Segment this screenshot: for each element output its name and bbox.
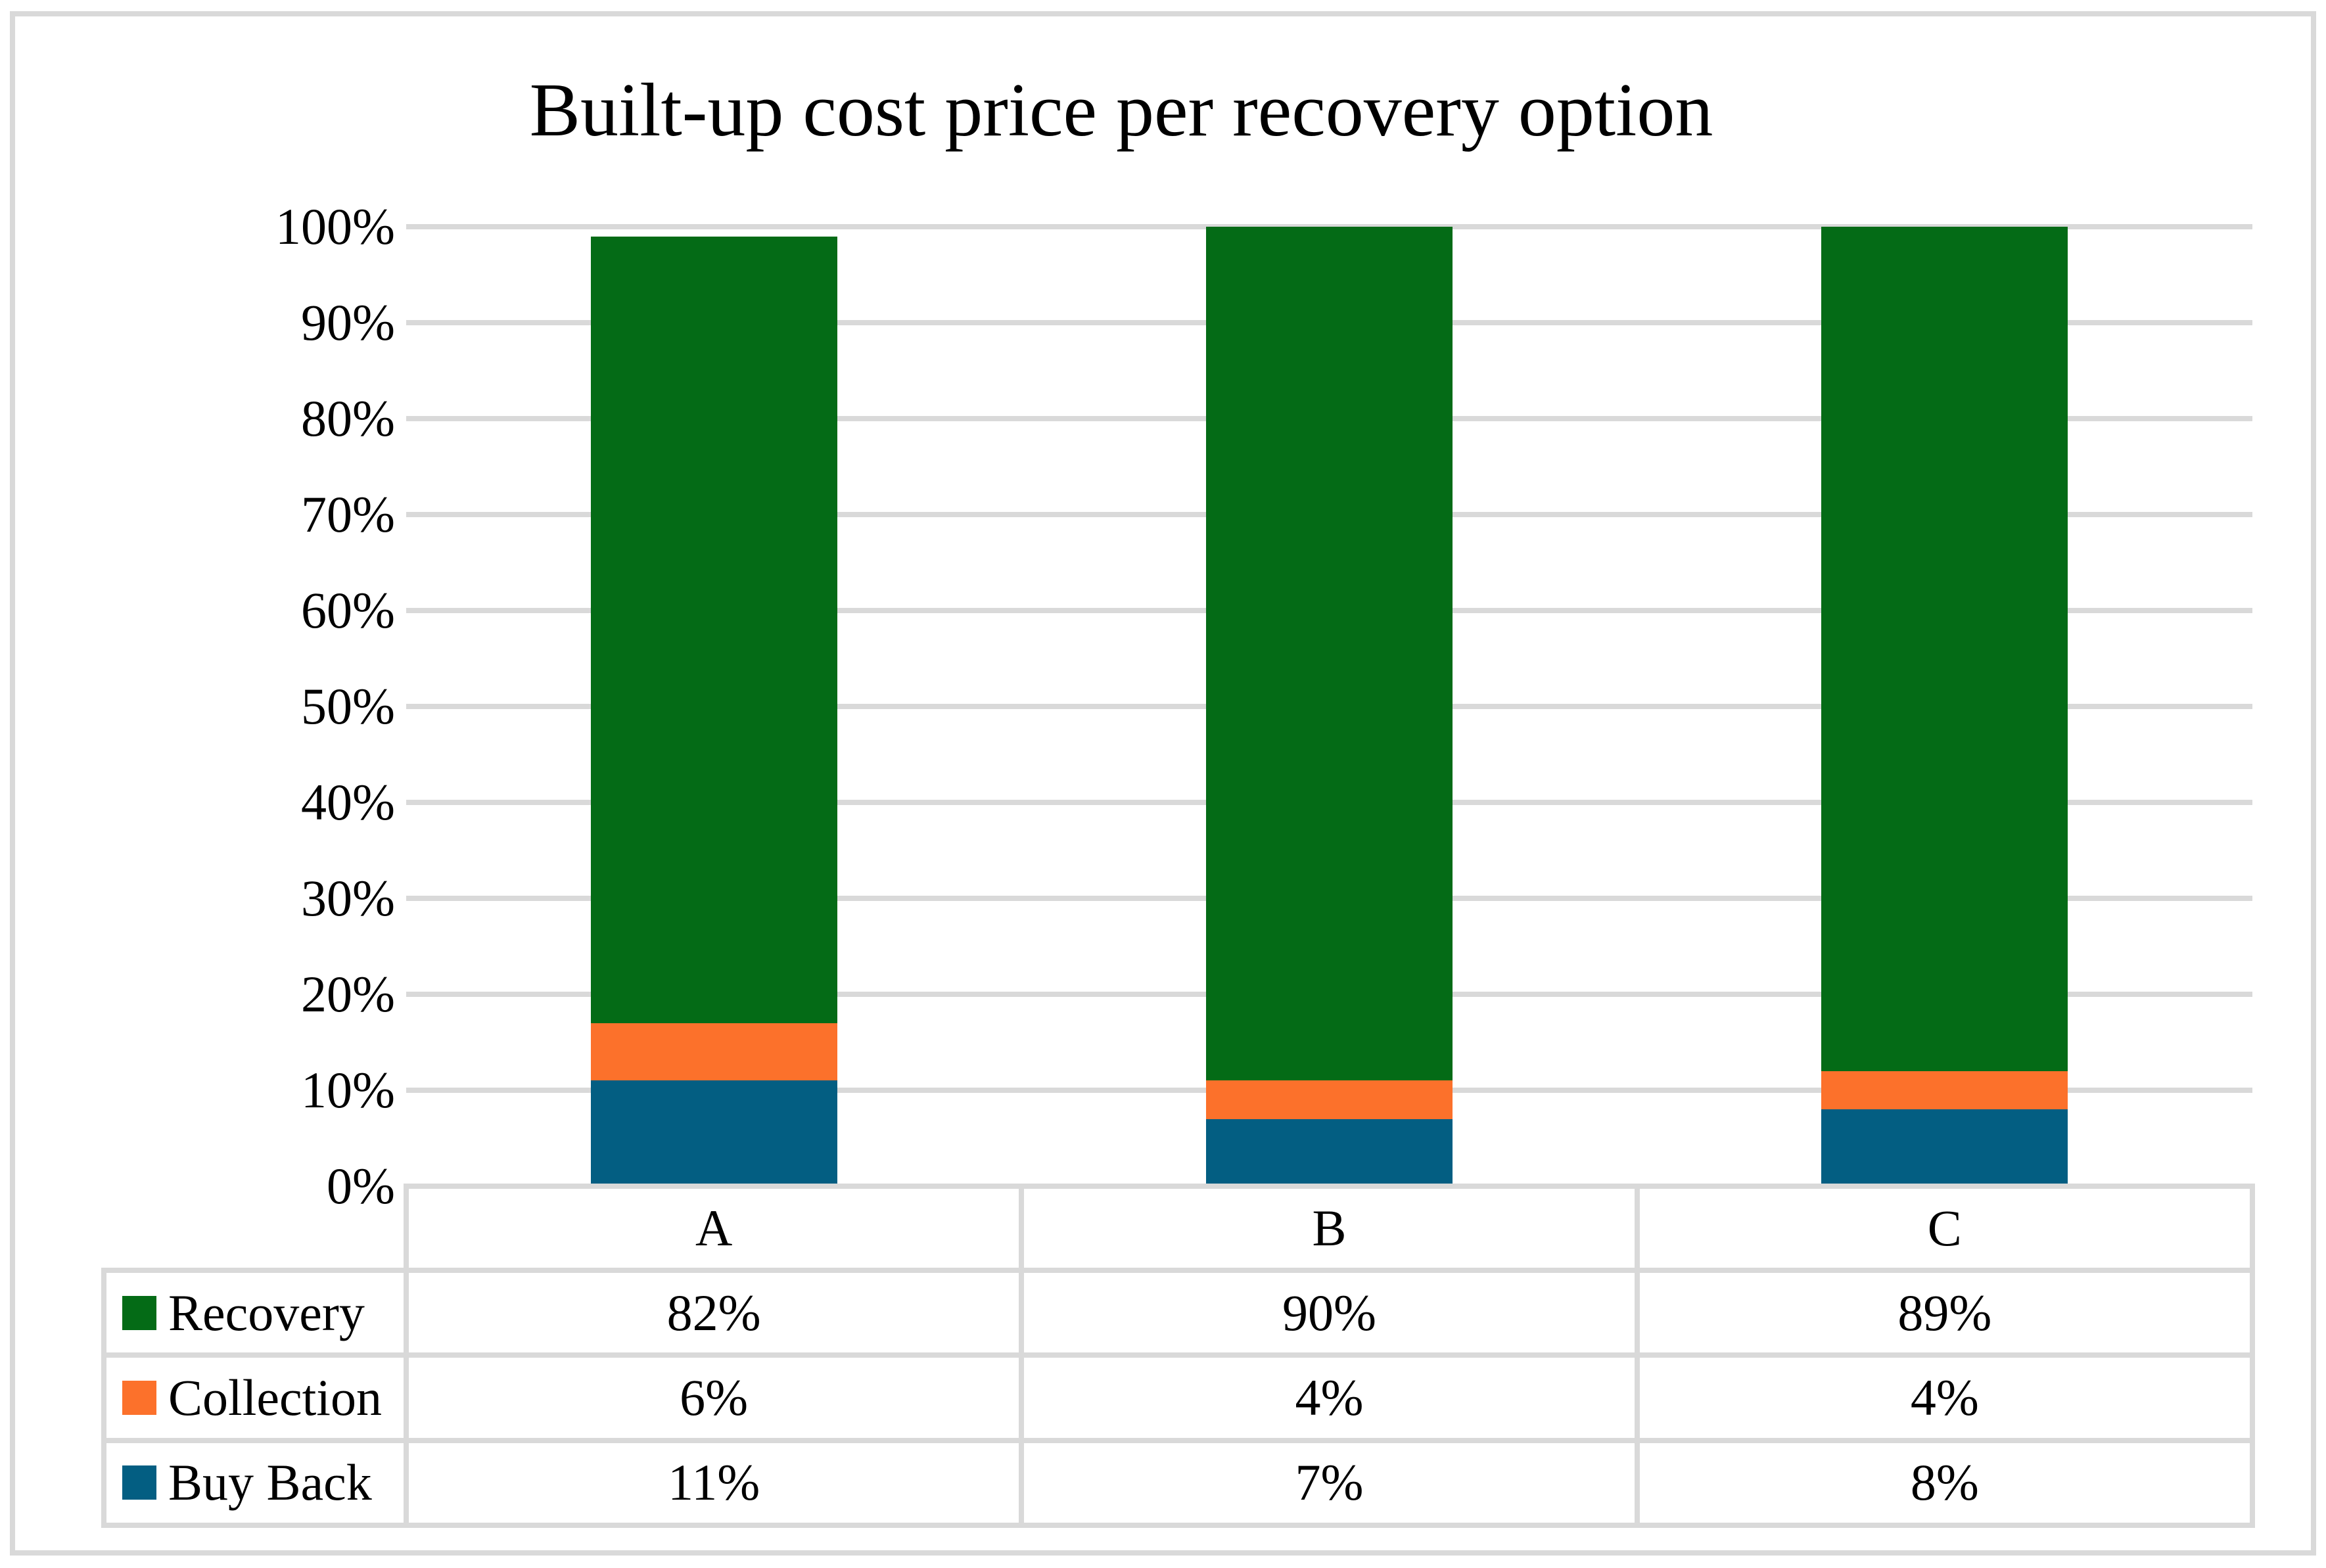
table-border-vertical [2250,1184,2255,1528]
table-border-vertical [1634,1184,1640,1528]
legend-cell-collection: Collection [104,1355,406,1440]
bar-C-segment-buy-back [1821,1109,2068,1186]
bar-C-segment-collection [1821,1071,2068,1110]
chart-title: Built-up cost price per recovery option [529,68,1713,152]
bar-A-segment-buy-back [590,1080,837,1186]
legend-cell-recovery: Recovery [104,1270,406,1355]
table-border-vertical [1019,1184,1025,1528]
y-axis-tick-label: 50% [301,678,395,735]
bar-A-segment-recovery [590,236,837,1023]
y-axis-tick-label: 30% [301,869,395,927]
table-border-horizontal [101,1437,2255,1443]
table-header-c: C [1927,1199,1962,1257]
legend-label-recovery: Recovery [168,1283,365,1341]
y-axis-tick-label: 60% [301,582,395,639]
table-border-vertical [101,1268,106,1528]
table-value-buy-back-c: 8% [1910,1454,1979,1511]
bar-C-segment-recovery [1821,227,2068,1071]
legend-label-buy-back: Buy Back [168,1454,372,1511]
y-axis-tick-label: 40% [301,773,395,831]
table-value-collection-c: 4% [1910,1368,1979,1426]
table-value-buy-back-a: 11% [668,1454,760,1511]
table-value-buy-back-b: 7% [1295,1454,1364,1511]
legend-cell-buy-back: Buy Back [104,1441,406,1525]
legend-swatch-buy-back [122,1465,156,1500]
y-axis-tick-label: 80% [301,390,395,447]
y-axis-tick-label: 90% [301,294,395,351]
legend-swatch-recovery [122,1295,156,1330]
legend-label-collection: Collection [168,1368,382,1426]
table-value-collection-b: 4% [1295,1368,1364,1426]
bar-B-segment-recovery [1206,227,1453,1081]
table-value-recovery-a: 82% [666,1283,761,1341]
table-border-vertical [404,1184,409,1528]
bar-B-segment-collection [1206,1080,1453,1119]
y-axis-tick-label: 100% [275,198,395,255]
y-axis-tick-label: 10% [301,1061,395,1118]
table-header-a: A [695,1199,733,1257]
table-header-b: B [1312,1199,1347,1257]
legend-swatch-collection [122,1380,156,1415]
y-axis-tick-label: 0% [327,1157,395,1214]
table-value-collection-a: 6% [680,1368,749,1426]
y-axis-tick-label: 70% [301,486,395,543]
table-border-horizontal [404,1184,2255,1189]
y-axis-tick-label: 20% [301,965,395,1023]
table-value-recovery-b: 90% [1282,1283,1376,1341]
figure-frame [10,11,2316,1556]
table-value-recovery-c: 89% [1897,1283,1992,1341]
table-border-horizontal [101,1268,2255,1273]
table-border-horizontal [101,1352,2255,1358]
bar-A-segment-collection [590,1023,837,1081]
table-border-horizontal [101,1523,2255,1528]
bar-B-segment-buy-back [1206,1118,1453,1186]
